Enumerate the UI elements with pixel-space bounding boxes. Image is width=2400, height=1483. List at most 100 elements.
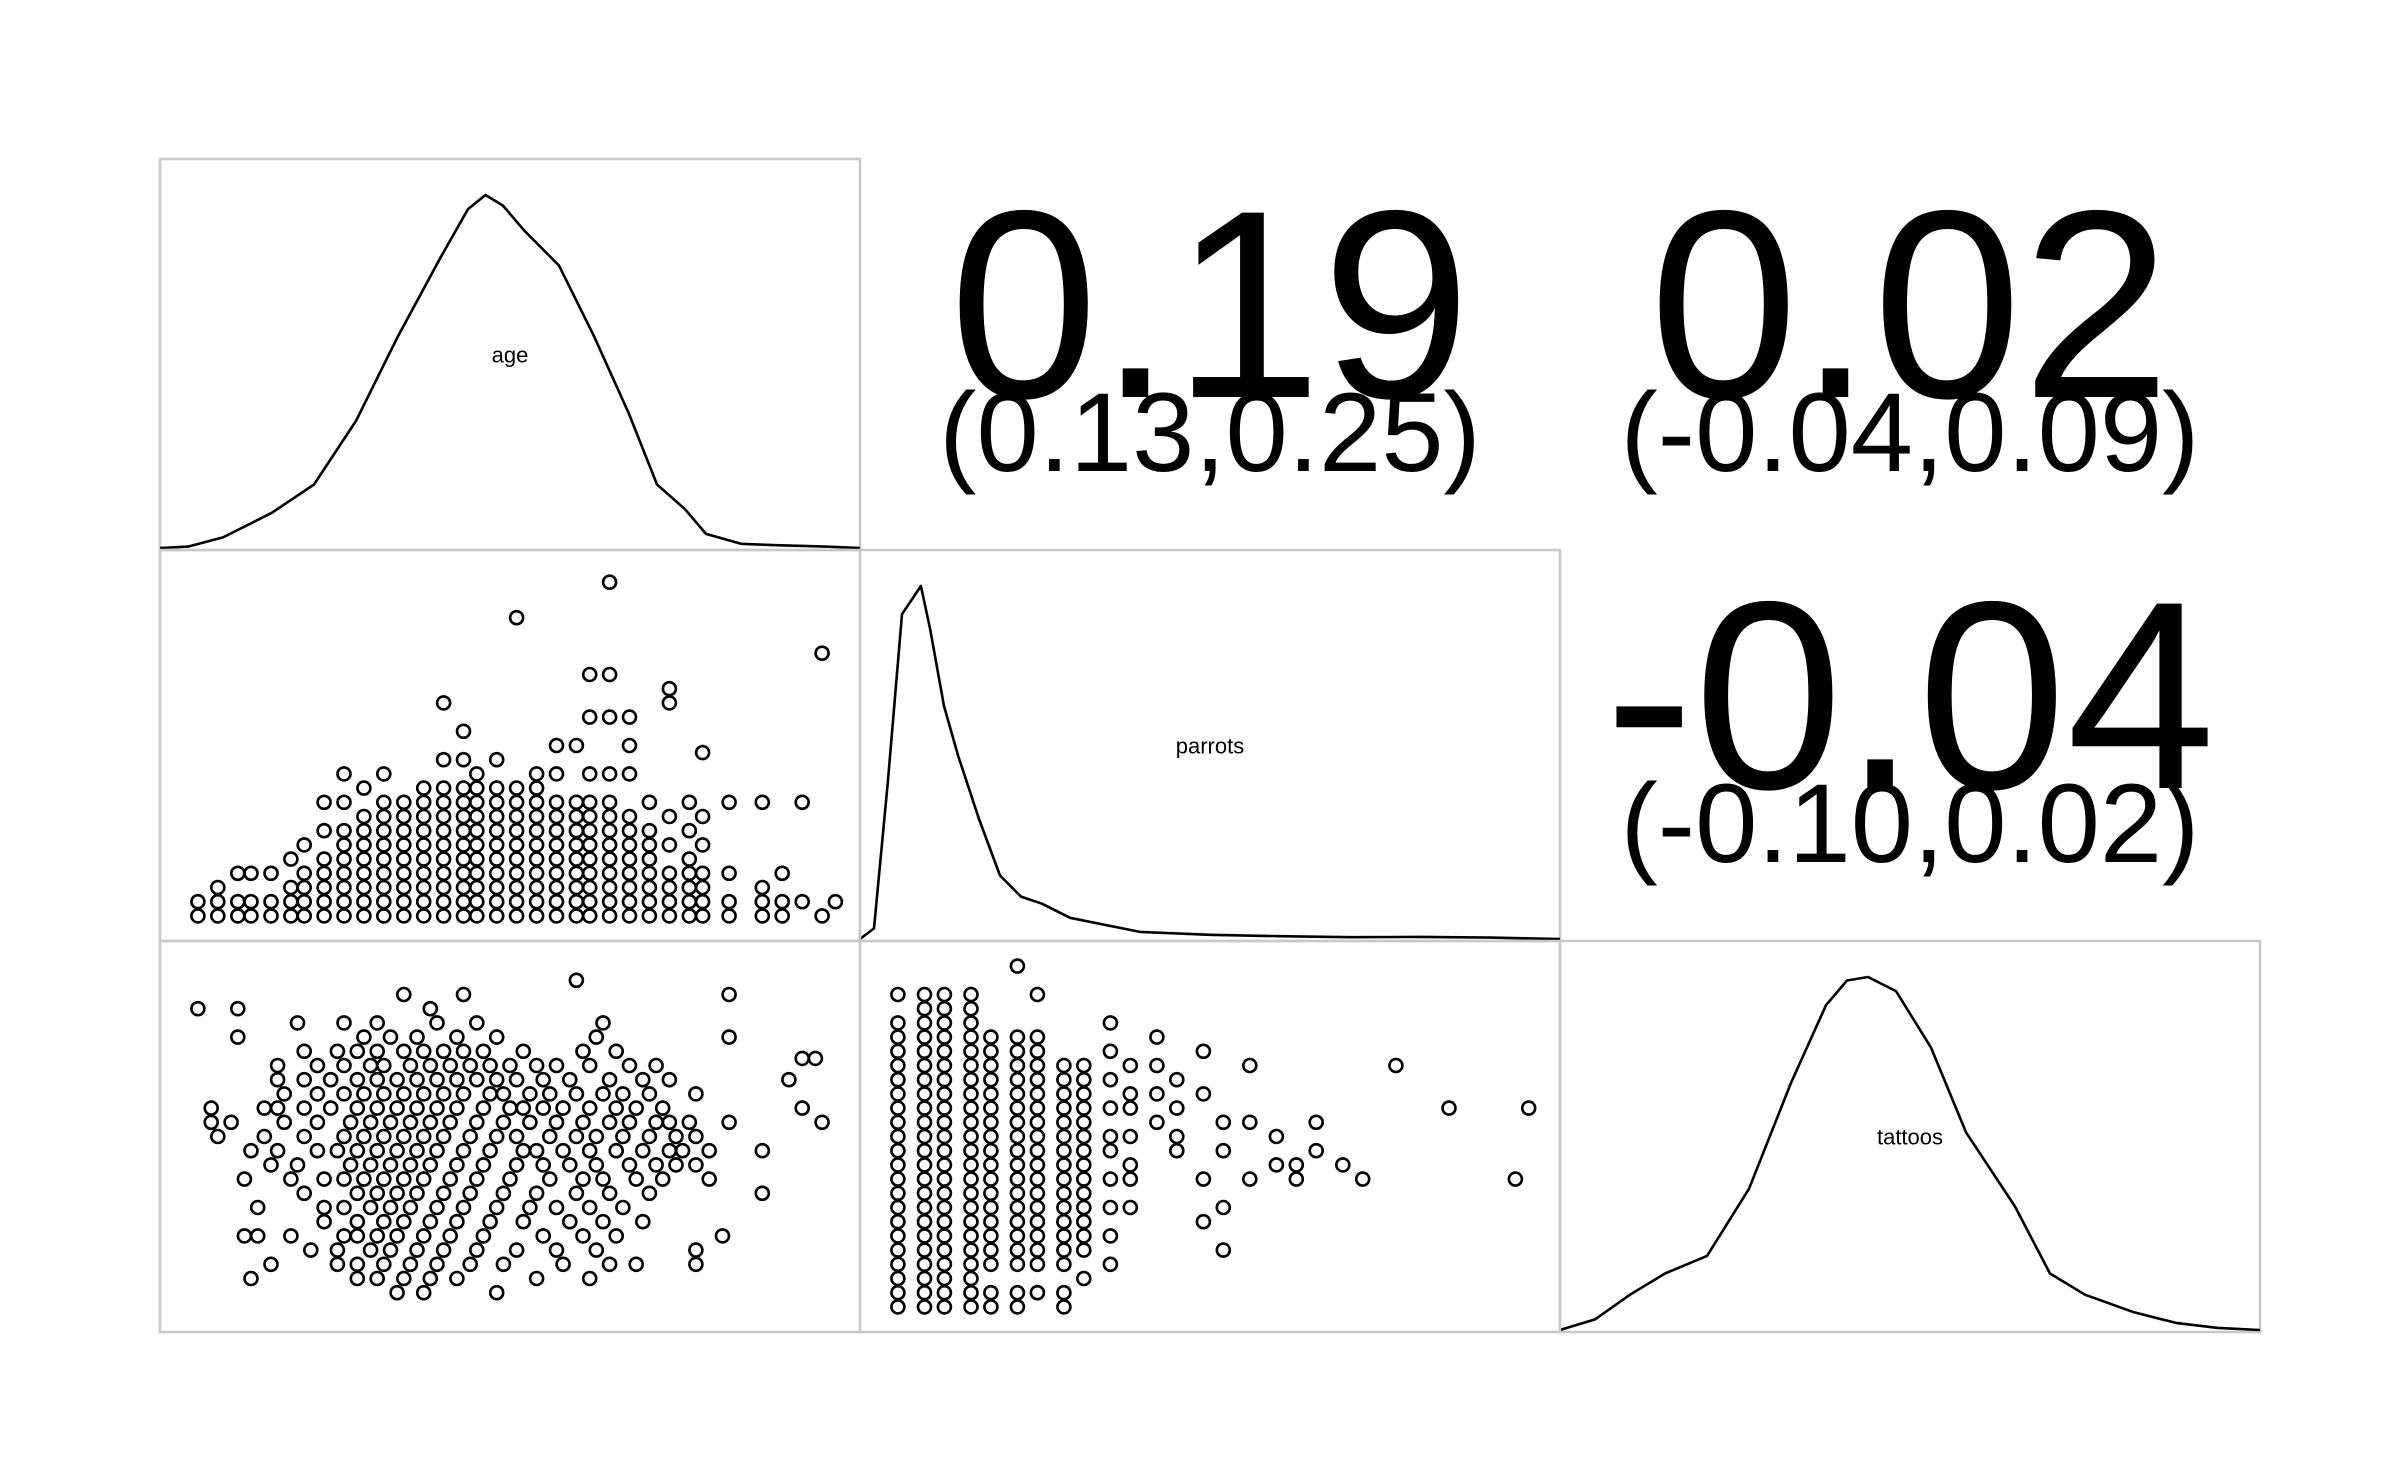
data-point: [482, 1057, 498, 1074]
data-point: [296, 1043, 313, 1060]
data-point: [1102, 1071, 1119, 1088]
data-point: [449, 1270, 465, 1287]
data-point: [395, 1213, 412, 1230]
data-point: [581, 1142, 598, 1159]
data-point: [422, 1270, 439, 1287]
variable-label-age: age: [492, 343, 529, 368]
data-point: [794, 794, 811, 811]
data-point: [362, 1157, 379, 1173]
data-point: [210, 1128, 226, 1145]
data-point: [442, 1171, 459, 1187]
data-point: [1149, 1029, 1165, 1045]
data-point: [754, 794, 771, 811]
data-point: [336, 1086, 352, 1102]
data-point: [1102, 1043, 1119, 1060]
data-point: [309, 1086, 326, 1102]
data-point: [963, 986, 979, 1003]
data-point: [1215, 1114, 1232, 1131]
data-point: [395, 986, 412, 1003]
data-point: [502, 1057, 518, 1074]
data-point: [555, 1100, 571, 1116]
data-point: [621, 1114, 638, 1131]
data-point: [1029, 986, 1046, 1003]
data-point: [694, 808, 711, 825]
data-point: [243, 1142, 259, 1159]
data-point: [694, 744, 711, 761]
data-point: [336, 766, 352, 782]
data-point: [581, 1100, 598, 1116]
data-point: [283, 1228, 299, 1244]
data-point: [329, 1142, 346, 1159]
data-point: [210, 879, 226, 896]
data-point: [581, 1199, 598, 1216]
data-point: [628, 1256, 645, 1273]
data-point: [382, 1114, 399, 1131]
data-point: [654, 1171, 671, 1187]
data-point: [508, 1071, 525, 1088]
data-point: [595, 1171, 611, 1187]
data-point: [714, 1228, 731, 1244]
data-point: [369, 1043, 386, 1060]
data-point: [422, 1157, 439, 1173]
correlation-value: -0.04: [1605, 545, 2216, 845]
data-point: [561, 1157, 578, 1173]
data-point: [356, 780, 372, 796]
data-point: [1102, 1128, 1119, 1145]
data-point: [349, 1185, 366, 1202]
variable-label-parrots: parrots: [1176, 734, 1244, 759]
data-point: [575, 1043, 591, 1060]
data-point: [203, 1100, 219, 1116]
data-point: [561, 1213, 578, 1230]
data-point: [515, 1043, 532, 1060]
data-point: [588, 1157, 605, 1173]
data-point: [435, 780, 452, 796]
data-point: [688, 1242, 704, 1258]
data-point: [375, 1057, 392, 1074]
data-point: [369, 1142, 386, 1159]
data-point: [362, 1242, 379, 1258]
data-point: [621, 1157, 638, 1173]
data-point: [449, 1157, 465, 1173]
data-point: [349, 1043, 366, 1060]
data-point: [1029, 1284, 1046, 1301]
data-point: [415, 1128, 432, 1145]
data-point: [409, 1071, 425, 1088]
data-point: [442, 1057, 459, 1074]
data-point: [601, 1114, 618, 1131]
data-point: [661, 680, 678, 697]
data-point: [522, 1114, 538, 1131]
data-point: [641, 1128, 658, 1145]
data-point: [615, 1199, 631, 1216]
data-point: [1102, 1015, 1119, 1031]
density-curve-age: [159, 193, 861, 550]
data-point: [455, 751, 472, 768]
data-point: [535, 1071, 552, 1088]
data-point: [356, 1086, 372, 1102]
data-point: [455, 1142, 472, 1159]
data-point: [1102, 1228, 1119, 1244]
data-point: [375, 1128, 392, 1145]
data-point: [1056, 1057, 1072, 1074]
data-point: [648, 1057, 664, 1074]
data-point: [362, 1114, 379, 1131]
data-point: [634, 1142, 651, 1159]
data-point: [488, 1128, 505, 1145]
data-point: [422, 1213, 439, 1230]
data-point: [409, 1100, 425, 1116]
data-point: [382, 1199, 399, 1216]
data-point: [422, 1000, 439, 1017]
data-point: [721, 794, 737, 811]
data-point: [634, 1213, 651, 1230]
data-point: [814, 1114, 830, 1131]
data-point: [681, 1114, 698, 1131]
data-point: [568, 737, 585, 754]
data-point: [190, 1000, 206, 1017]
data-point: [621, 1057, 638, 1074]
data-point: [568, 1086, 585, 1102]
data-point: [694, 865, 711, 882]
data-point: [515, 1100, 532, 1116]
data-point: [402, 1157, 419, 1173]
data-point: [548, 1114, 565, 1131]
data-point: [814, 908, 830, 924]
data-point: [1009, 1284, 1026, 1301]
